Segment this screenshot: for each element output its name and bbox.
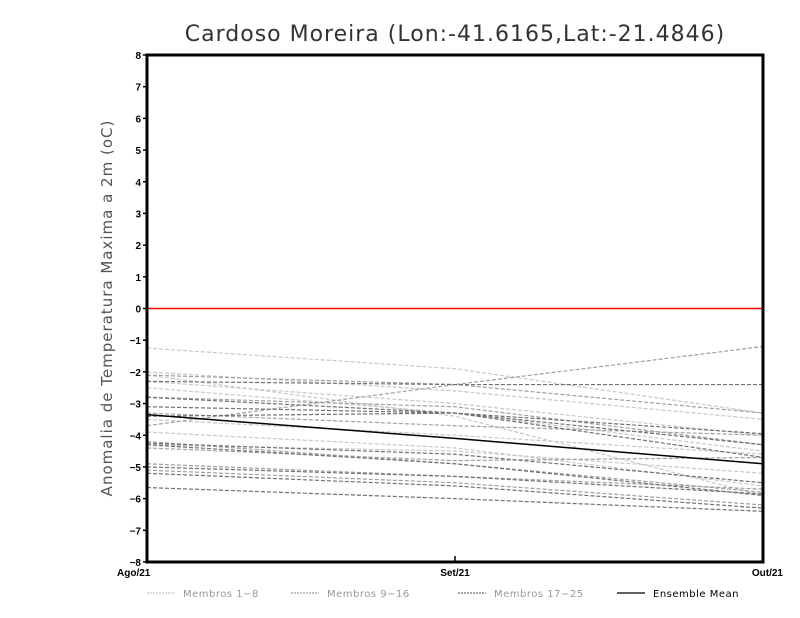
chart-title: Cardoso Moreira (Lon:-41.6165,Lat:-21.48… [185,22,725,47]
y-tick-label: 7 [135,83,141,94]
member-line [146,418,764,455]
y-tick-label: −2 [130,368,142,379]
member-line [146,486,764,512]
member-line [146,472,764,509]
y-tick-label: 4 [135,178,141,189]
y-tick-label: −1 [130,336,142,347]
member-line [146,380,763,386]
legend-label: Membros 17−25 [494,589,584,600]
member-line [146,412,764,436]
x-tick-label: Out/21 [752,568,784,579]
y-axis-label: Anomalia de Temperatura Maxima a 2m (oC) [98,120,116,497]
member-line [146,387,764,452]
y-tick-label: 5 [135,146,141,157]
y-tick-label: −4 [130,431,142,442]
legend-label: Membros 1−8 [183,589,259,600]
member-line [146,374,764,497]
member-line [146,466,764,495]
legend-label: Membros 9−16 [327,589,410,600]
member-line [146,442,764,484]
y-tick-label: 1 [135,273,141,284]
legend-label: Ensemble Mean [653,589,739,600]
y-tick-label: 0 [135,305,141,316]
x-tick-label: Set/21 [440,568,470,579]
member-line [146,469,764,506]
y-tick-label: 3 [135,209,141,220]
member-line [146,347,764,414]
y-tick-label: 2 [135,241,141,252]
y-tick-label: −5 [130,463,142,474]
member-line [146,447,764,462]
y-tick-label: 8 [135,51,141,62]
member-line [146,412,764,446]
x-tick-label: Ago/21 [117,568,151,579]
y-tick-label: −7 [130,526,142,537]
y-tick-label: −6 [130,495,142,506]
legend: Membros 1−8 Membros 9−16 Membros 17−25 Ense… [147,589,739,600]
series-lines [146,307,764,512]
axes: −8 −7 −6 −5 −4 −3 −2 −1 0 1 2 3 4 5 6 7 8 Ago/21 Set/21 Out… [117,51,783,579]
ensemble-mean-line [146,413,764,465]
member-line [146,396,764,446]
y-tick-label: −8 [130,558,142,569]
y-tick-label: −3 [130,400,142,411]
member-line [146,431,764,487]
member-line [146,406,764,459]
member-line [146,444,764,497]
member-line [146,374,764,414]
member-line [146,345,764,427]
y-tick-label: 6 [135,114,141,125]
